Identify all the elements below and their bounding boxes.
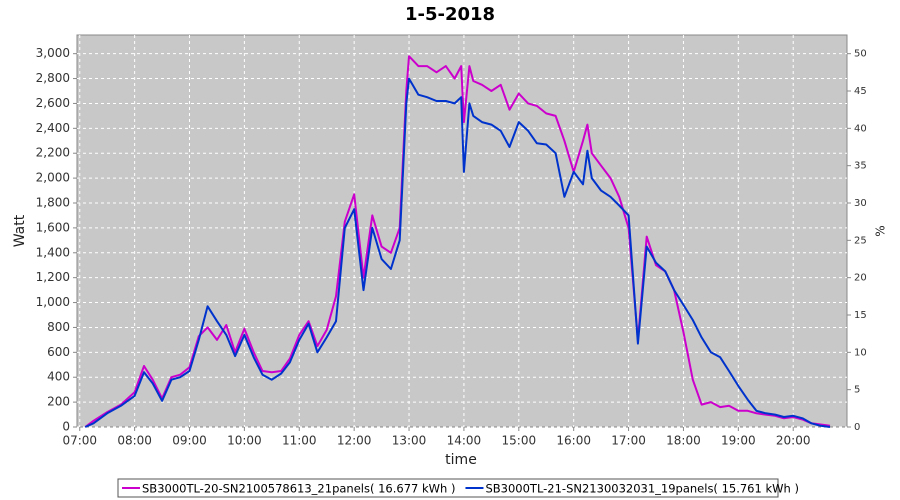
y-tick-label: 200 [47,395,70,409]
series-line [84,55,831,428]
y-tick-label: 3,000 [36,46,70,60]
x-tick-label: 16:00 [556,434,591,448]
x-tick-label: 07:00 [62,434,97,448]
y-tick-label: 1,600 [36,220,70,234]
y2-tick-label: 45 [854,86,867,97]
x-tick-label: 17:00 [611,434,646,448]
x-tick-label: 19:00 [721,434,756,448]
y2-tick-label: 10 [854,347,867,358]
x-tick-label: 13:00 [392,434,427,448]
y-tick-label: 800 [47,320,70,334]
x-tick-label: 09:00 [172,434,207,448]
y-tick-label: 1,800 [36,196,70,210]
legend-box [117,478,779,498]
y-tick-label: 600 [47,345,70,359]
y2-tick-label: 40 [854,123,867,134]
series-line [84,77,831,428]
y-tick-label: 400 [47,370,70,384]
y-tick-label: 1,200 [36,270,70,284]
legend-label: SB3000TL-21-SN2130032031_19panels( 15.76… [485,482,798,496]
y2-tick-label: 30 [854,198,867,209]
x-tick-label: 12:00 [337,434,372,448]
x-axis-title: time [445,452,477,468]
y-axis-title: Watt [12,214,28,247]
x-tick-label: 08:00 [117,434,152,448]
y-tick-label: 2,800 [36,71,70,85]
y2-tick-label: 35 [854,161,867,172]
y-tick-label: 2,200 [36,146,70,160]
y-tick-label: 1,400 [36,245,70,259]
legend-label: SB3000TL-20-SN2100578613_21panels( 16.67… [142,482,455,496]
y2-tick-label: 50 [854,49,867,60]
y2-tick-label: 0 [854,422,860,433]
x-tick-label: 14:00 [447,434,482,448]
y-tick-label: 1,000 [36,295,70,309]
x-tick-label: 18:00 [666,434,701,448]
legend: SB3000TL-20-SN2100578613_21panels( 16.67… [117,478,799,498]
x-tick-label: 10:00 [227,434,262,448]
x-tick-label: 11:00 [282,434,317,448]
y2-tick-label: 20 [854,273,867,284]
y2-tick-label: 15 [854,310,867,321]
x-tick-label: 20:00 [776,434,811,448]
y2-axis-title: % [874,225,888,236]
chart-title: 1-5-2018 [405,4,495,25]
y-tick-label: 2,600 [36,96,70,110]
y-tick-label: 2,000 [36,171,70,185]
x-tick-label: 15:00 [502,434,537,448]
y2-tick-label: 25 [854,235,867,246]
y2-tick-label: 5 [854,385,860,396]
y-tick-label: 2,400 [36,121,70,135]
y-tick-label: 0 [62,420,70,434]
